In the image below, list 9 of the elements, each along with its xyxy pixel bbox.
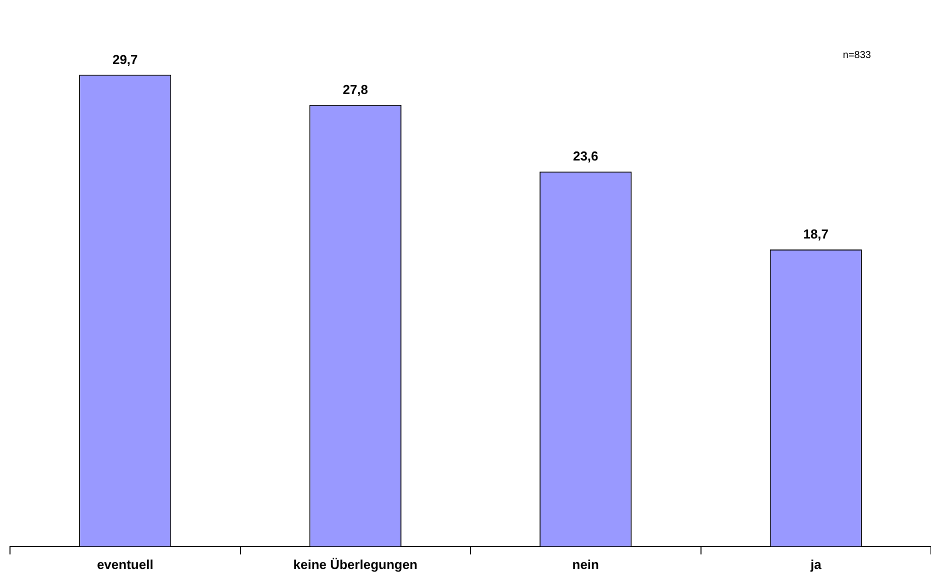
data-label: 18,7 — [803, 226, 829, 242]
data-label: 29,7 — [112, 52, 138, 67]
x-tick-label: eventuell — [96, 556, 154, 572]
data-label: 23,6 — [572, 148, 598, 164]
text: n=833 — [842, 50, 871, 61]
x-tick-label: ja — [809, 556, 822, 572]
x-tick-label: keine Überlegungen — [293, 556, 418, 572]
data-label: 27,8 — [342, 82, 368, 98]
x-tick-label: nein — [572, 556, 600, 572]
